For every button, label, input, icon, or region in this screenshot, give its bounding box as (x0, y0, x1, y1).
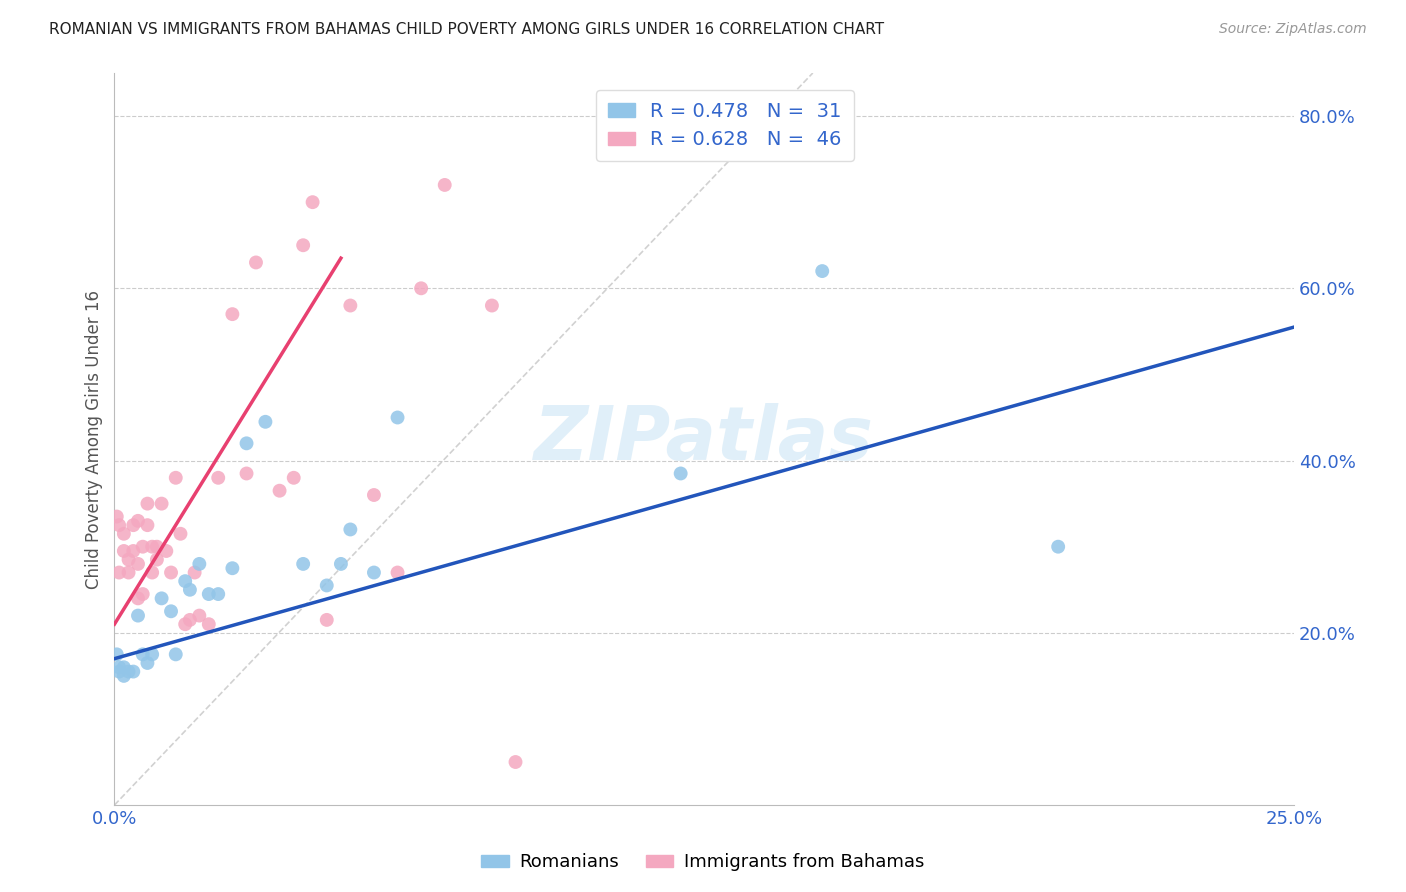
Point (155, 544, 177, 558)
Point (197, 587, 219, 601)
Point (505, 755, 527, 769)
Point (363, 488, 385, 502)
Point (387, 410, 409, 425)
Point (150, 497, 173, 511)
Point (112, 544, 135, 558)
Point (235, 467, 257, 481)
Point (235, 436, 257, 450)
Point (254, 415, 277, 429)
Legend: Romanians, Immigrants from Bahamas: Romanians, Immigrants from Bahamas (474, 847, 932, 879)
Point (339, 299, 361, 313)
Point (301, 195, 323, 210)
Point (112, 526, 135, 541)
Point (411, 281, 433, 295)
Point (108, 566, 131, 580)
Legend: R = 0.478   N =  31, R = 0.628   N =  46: R = 0.478 N = 31, R = 0.628 N = 46 (596, 90, 853, 161)
Point (315, 613, 337, 627)
Point (127, 608, 149, 623)
Point (122, 665, 145, 679)
Point (1047, 540, 1070, 554)
Point (221, 561, 243, 575)
Point (132, 648, 155, 662)
Point (136, 656, 159, 670)
Point (132, 540, 155, 554)
Point (669, 467, 692, 481)
Point (339, 523, 361, 537)
Point (174, 617, 197, 632)
Point (387, 566, 409, 580)
Point (183, 566, 205, 580)
Text: ZIPatlas: ZIPatlas (534, 402, 875, 475)
Point (150, 591, 173, 606)
Point (141, 566, 163, 580)
Point (105, 648, 128, 662)
Point (363, 566, 385, 580)
Point (188, 557, 211, 571)
Point (108, 665, 131, 679)
Point (127, 591, 149, 606)
Point (165, 648, 187, 662)
Point (132, 587, 155, 601)
Point (112, 669, 135, 683)
Point (811, 264, 834, 278)
Point (207, 587, 229, 601)
Point (329, 557, 352, 571)
Point (433, 178, 456, 192)
Point (245, 255, 267, 269)
Point (127, 514, 149, 528)
Point (141, 648, 163, 662)
Point (136, 497, 159, 511)
Point (117, 552, 139, 566)
Point (481, 299, 503, 313)
Point (197, 617, 219, 632)
Text: ROMANIAN VS IMMIGRANTS FROM BAHAMAS CHILD POVERTY AMONG GIRLS UNDER 16 CORRELATI: ROMANIAN VS IMMIGRANTS FROM BAHAMAS CHIL… (49, 22, 884, 37)
Point (269, 483, 291, 498)
Point (122, 544, 145, 558)
Y-axis label: Child Poverty Among Girls Under 16: Child Poverty Among Girls Under 16 (86, 290, 103, 589)
Point (179, 613, 201, 627)
Point (146, 552, 169, 566)
Point (165, 471, 187, 485)
Point (146, 540, 169, 554)
Point (105, 509, 128, 524)
Point (292, 557, 315, 571)
Point (174, 574, 197, 589)
Point (160, 566, 183, 580)
Point (221, 307, 243, 321)
Point (169, 526, 191, 541)
Point (136, 518, 159, 533)
Point (108, 660, 131, 674)
Point (108, 518, 131, 533)
Point (283, 471, 305, 485)
Point (160, 604, 183, 618)
Point (188, 608, 211, 623)
Point (141, 540, 163, 554)
Point (117, 665, 139, 679)
Point (292, 238, 315, 252)
Point (207, 471, 229, 485)
Point (179, 582, 201, 597)
Point (315, 578, 337, 592)
Point (122, 518, 145, 533)
Text: Source: ZipAtlas.com: Source: ZipAtlas.com (1219, 22, 1367, 37)
Point (127, 557, 149, 571)
Point (117, 566, 139, 580)
Point (112, 660, 135, 674)
